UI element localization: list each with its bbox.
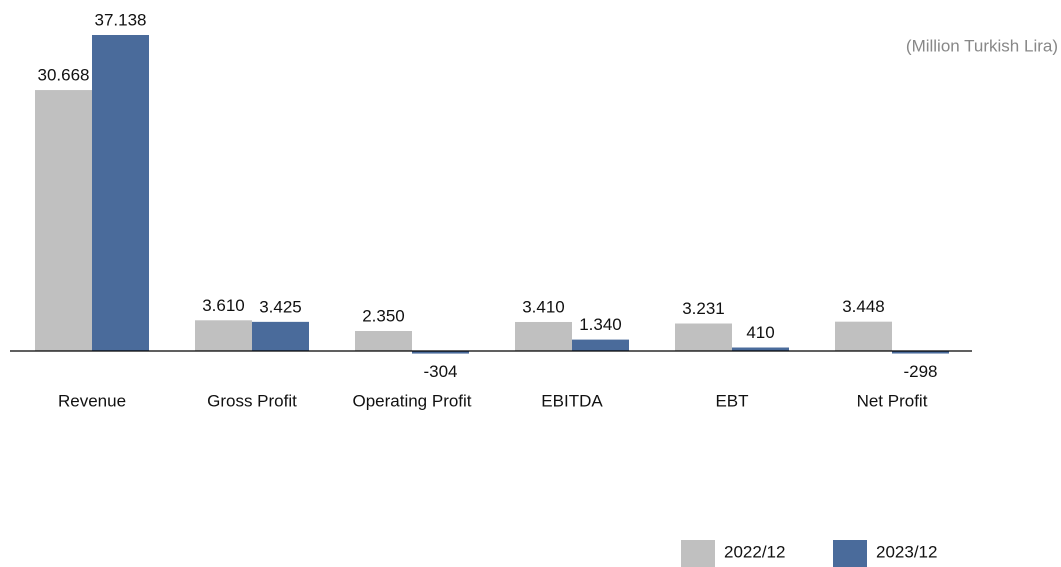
x-tick-label: Operating Profit xyxy=(352,391,471,410)
bar xyxy=(35,90,92,351)
value-label: 3.410 xyxy=(522,297,565,316)
bar xyxy=(355,331,412,351)
value-label: 3.610 xyxy=(202,296,245,315)
value-label: 2.350 xyxy=(362,306,405,325)
value-label: 1.340 xyxy=(579,315,622,334)
legend-swatch xyxy=(833,540,867,567)
bar xyxy=(92,35,149,351)
value-label: 3.425 xyxy=(259,297,302,316)
value-label: -304 xyxy=(423,362,457,381)
x-tick-label: Net Profit xyxy=(857,391,928,410)
x-tick-label: Revenue xyxy=(58,391,126,410)
bar xyxy=(732,347,789,351)
value-label: 3.448 xyxy=(842,297,885,316)
chart-subtitle: (Million Turkish Lira) xyxy=(906,36,1058,55)
bar xyxy=(195,320,252,351)
x-tick-label: EBITDA xyxy=(541,391,603,410)
value-label: 37.138 xyxy=(95,10,147,29)
value-label: -298 xyxy=(903,362,937,381)
bar xyxy=(675,323,732,351)
x-tick-label: EBT xyxy=(715,391,748,410)
bar xyxy=(892,351,949,354)
legend-swatch xyxy=(681,540,715,567)
bar xyxy=(252,321,309,351)
x-tick-label: Gross Profit xyxy=(207,391,297,410)
bar xyxy=(572,339,629,351)
bar xyxy=(515,321,572,351)
value-label: 410 xyxy=(746,323,774,342)
value-label: 30.668 xyxy=(38,66,90,85)
bar xyxy=(835,321,892,351)
bar xyxy=(412,351,469,354)
value-label: 3.231 xyxy=(682,299,725,318)
legend-label: 2023/12 xyxy=(876,542,937,561)
legend-label: 2022/12 xyxy=(724,542,785,561)
